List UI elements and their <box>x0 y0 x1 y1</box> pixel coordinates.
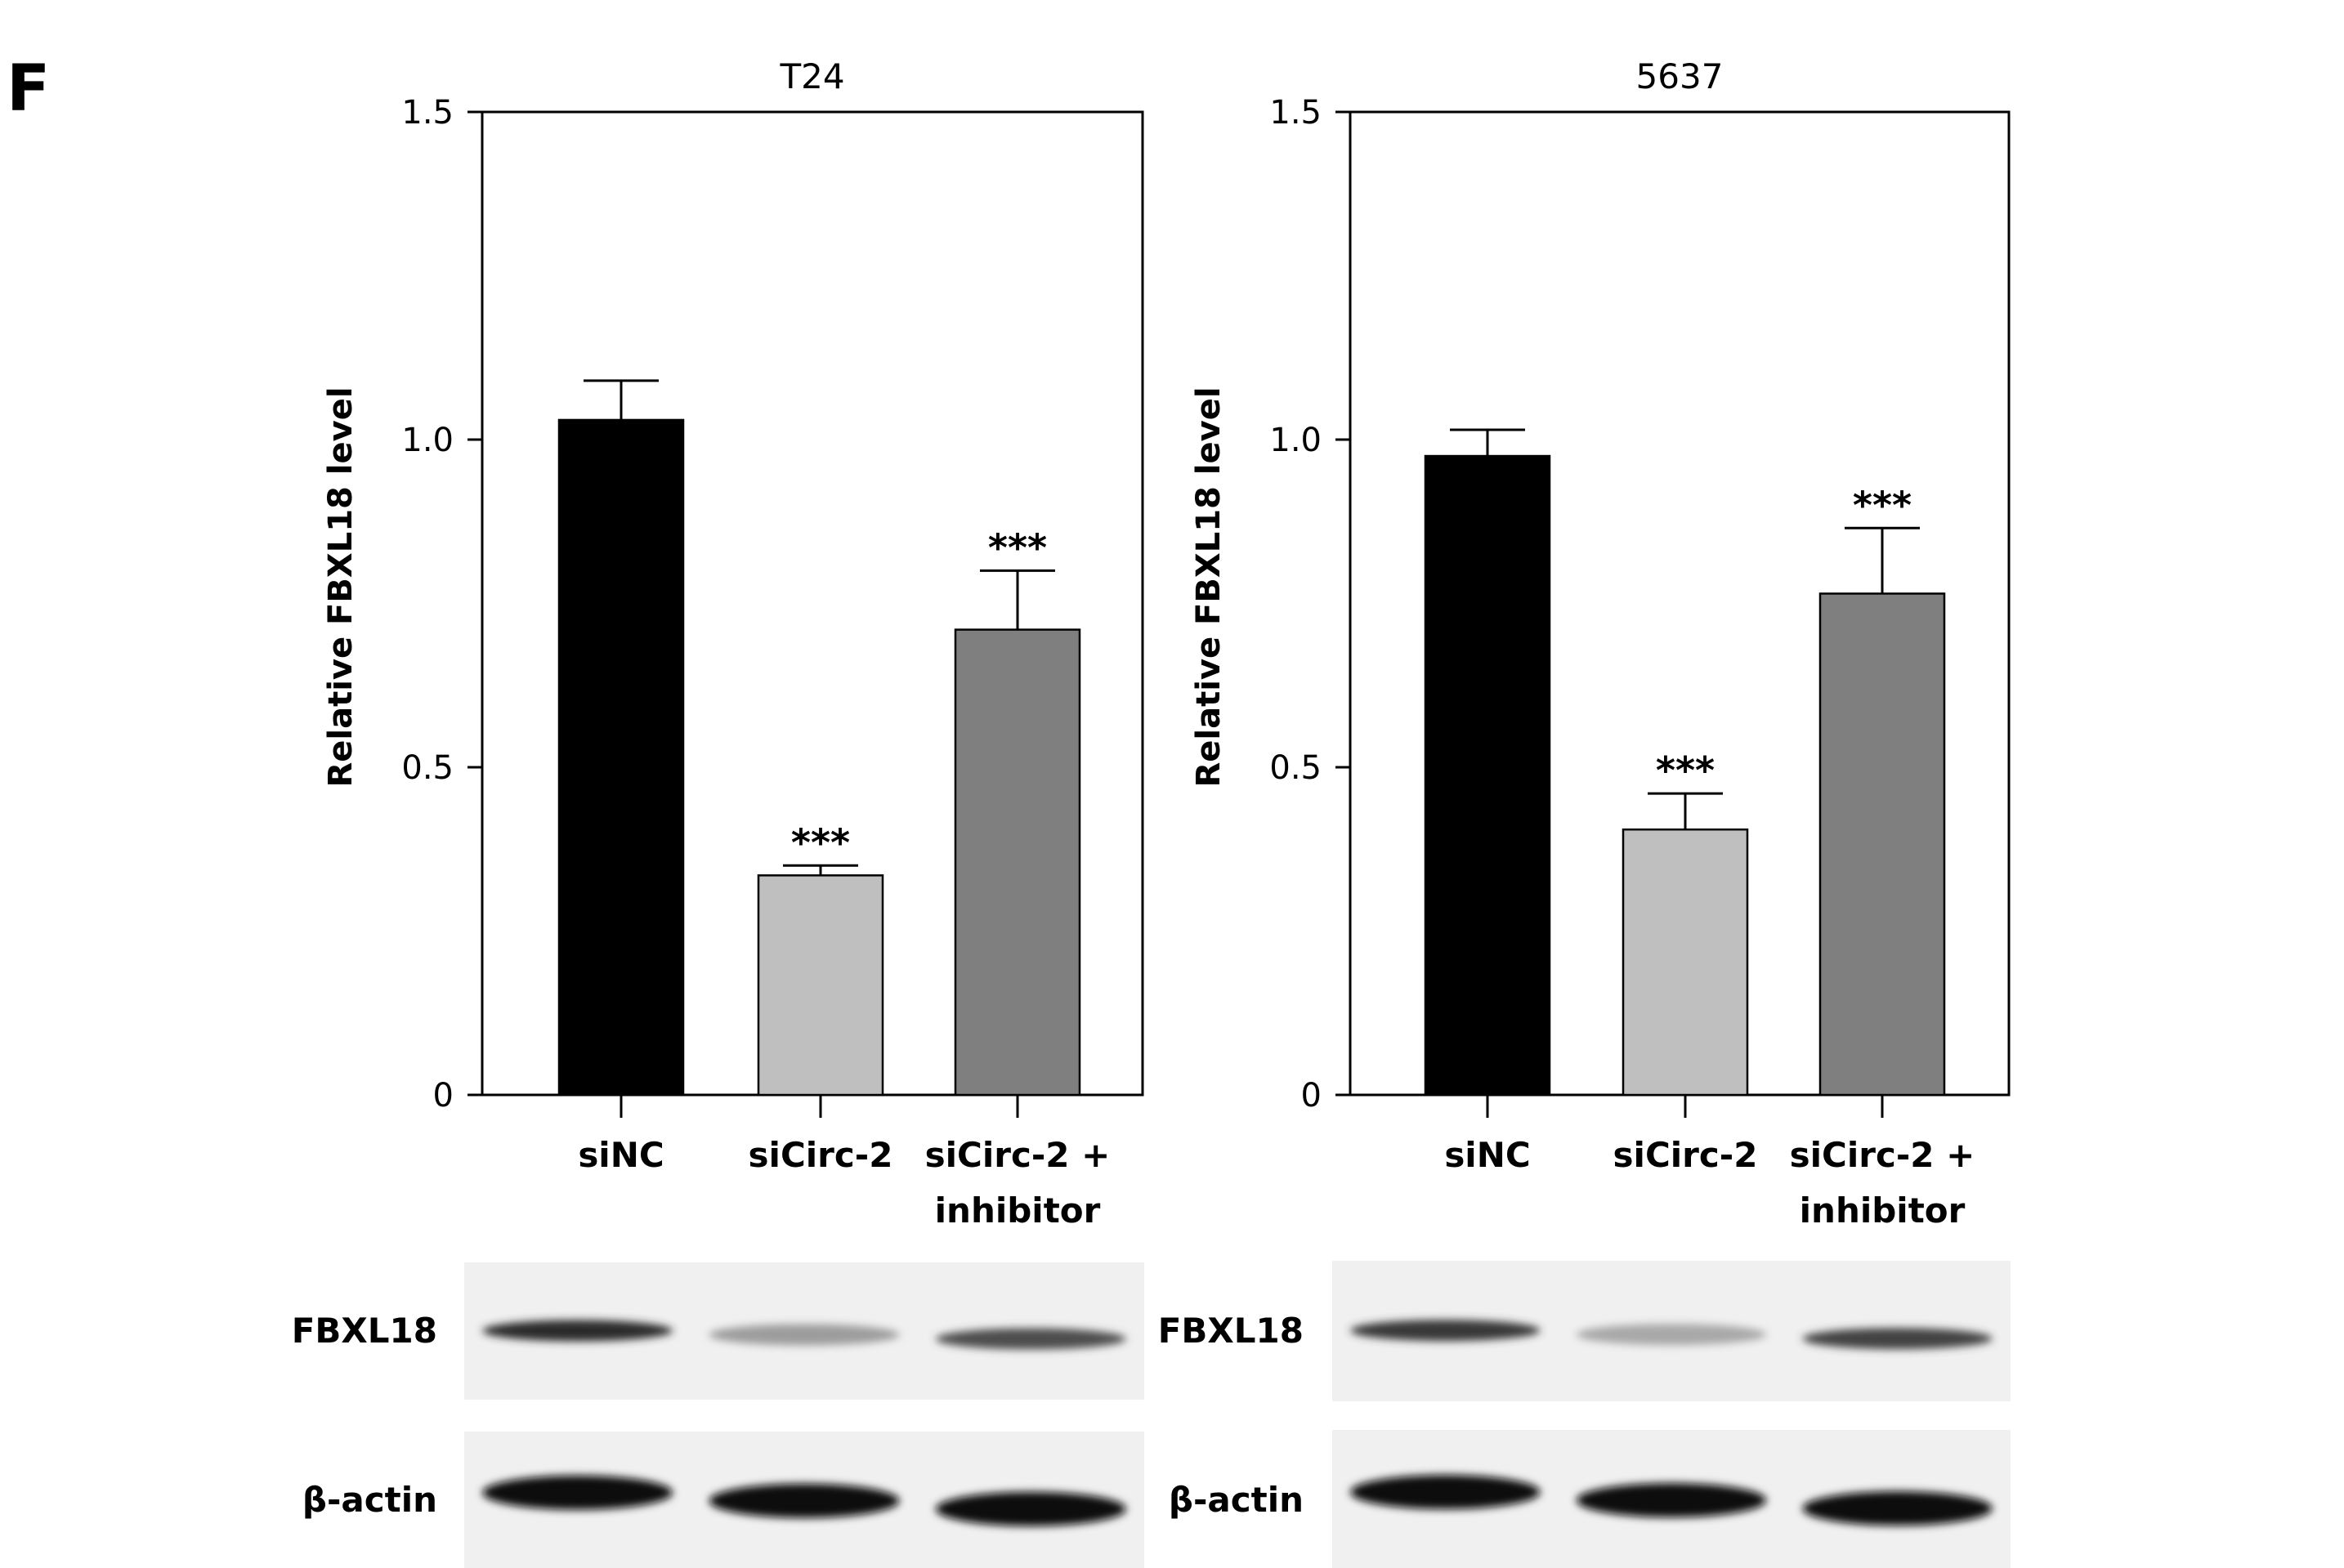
x-tick-label: siCirc-2 + <box>925 1135 1111 1175</box>
blot-strip-fbxl18: FBXL18 <box>1158 1261 2011 1401</box>
blot-label: β-actin <box>1169 1480 1304 1520</box>
blot-band <box>1350 1475 1541 1510</box>
y-tick-label: 1.0 <box>401 422 454 459</box>
y-tick-label: 1.5 <box>1269 94 1322 132</box>
bar-sicirc-2 <box>1622 828 1749 1097</box>
blot-band <box>1576 1324 1767 1346</box>
significance-marker: *** <box>1853 483 1912 527</box>
bar-sinc <box>1424 454 1551 1097</box>
blot-band <box>935 1491 1126 1526</box>
y-tick-label: 1.0 <box>1269 422 1322 459</box>
significance-marker: *** <box>1656 748 1715 793</box>
blot-band <box>1350 1320 1541 1342</box>
y-tick-label: 1.5 <box>401 94 454 132</box>
blot-band <box>709 1324 900 1346</box>
blot-label: FBXL18 <box>292 1311 437 1351</box>
chart-title: 5637 <box>1636 56 1724 96</box>
blot-band <box>482 1320 673 1342</box>
blot-strip-beta-actin: β-actin <box>1169 1430 2011 1568</box>
x-tick-label: siNC <box>578 1135 664 1175</box>
x-tick-label: siCirc-2 <box>1613 1135 1758 1175</box>
y-tick-label: 0 <box>433 1077 454 1115</box>
charts-container: T24 0 0.5 1.0 1.5 Relative FBXL18 level siNC **… <box>292 56 2011 1568</box>
blot-strip-fbxl18: FBXL18 <box>292 1262 1144 1400</box>
blot-band <box>482 1475 673 1510</box>
x-tick-label: siCirc-2 + <box>1790 1135 1975 1175</box>
blot-label: FBXL18 <box>1158 1311 1304 1351</box>
chart-panel-2: 5637 0 0.5 1.0 1.5 Relative FBXL18 level siNC *… <box>1158 56 2011 1568</box>
x-tick-label-line2: inhibitor <box>935 1191 1101 1231</box>
chart-panel-1: T24 0 0.5 1.0 1.5 Relative FBXL18 level siNC **… <box>292 56 1144 1568</box>
x-tick-label: siCirc-2 <box>749 1135 893 1175</box>
blot-band <box>1802 1491 1993 1526</box>
bar-sicirc-2 <box>757 874 884 1097</box>
blot-band <box>935 1328 1126 1350</box>
panel-label: F <box>7 52 50 126</box>
y-tick-label: 0.5 <box>1269 749 1322 787</box>
significance-marker: *** <box>791 820 850 864</box>
x-tick-label: siNC <box>1444 1135 1530 1175</box>
significance-marker: *** <box>988 525 1047 570</box>
y-axis-label: Relative FBXL18 level <box>322 386 360 787</box>
y-tick-label: 0 <box>1301 1077 1322 1115</box>
y-axis-label: Relative FBXL18 level <box>1190 386 1228 787</box>
bar-sinc <box>557 418 685 1097</box>
chart-title: T24 <box>779 56 844 96</box>
y-tick-label: 0.5 <box>401 749 454 787</box>
blot-band <box>1802 1328 1993 1350</box>
blot-band <box>709 1483 900 1518</box>
bar-sicirc-2-inhibitor <box>1818 592 1946 1097</box>
blot-label: β-actin <box>302 1480 437 1520</box>
blot-band <box>1576 1483 1767 1518</box>
blot-strip-beta-actin: β-actin <box>302 1432 1144 1568</box>
bar-sicirc-2-inhibitor <box>954 628 1081 1097</box>
x-tick-label-line2: inhibitor <box>1800 1191 1966 1231</box>
